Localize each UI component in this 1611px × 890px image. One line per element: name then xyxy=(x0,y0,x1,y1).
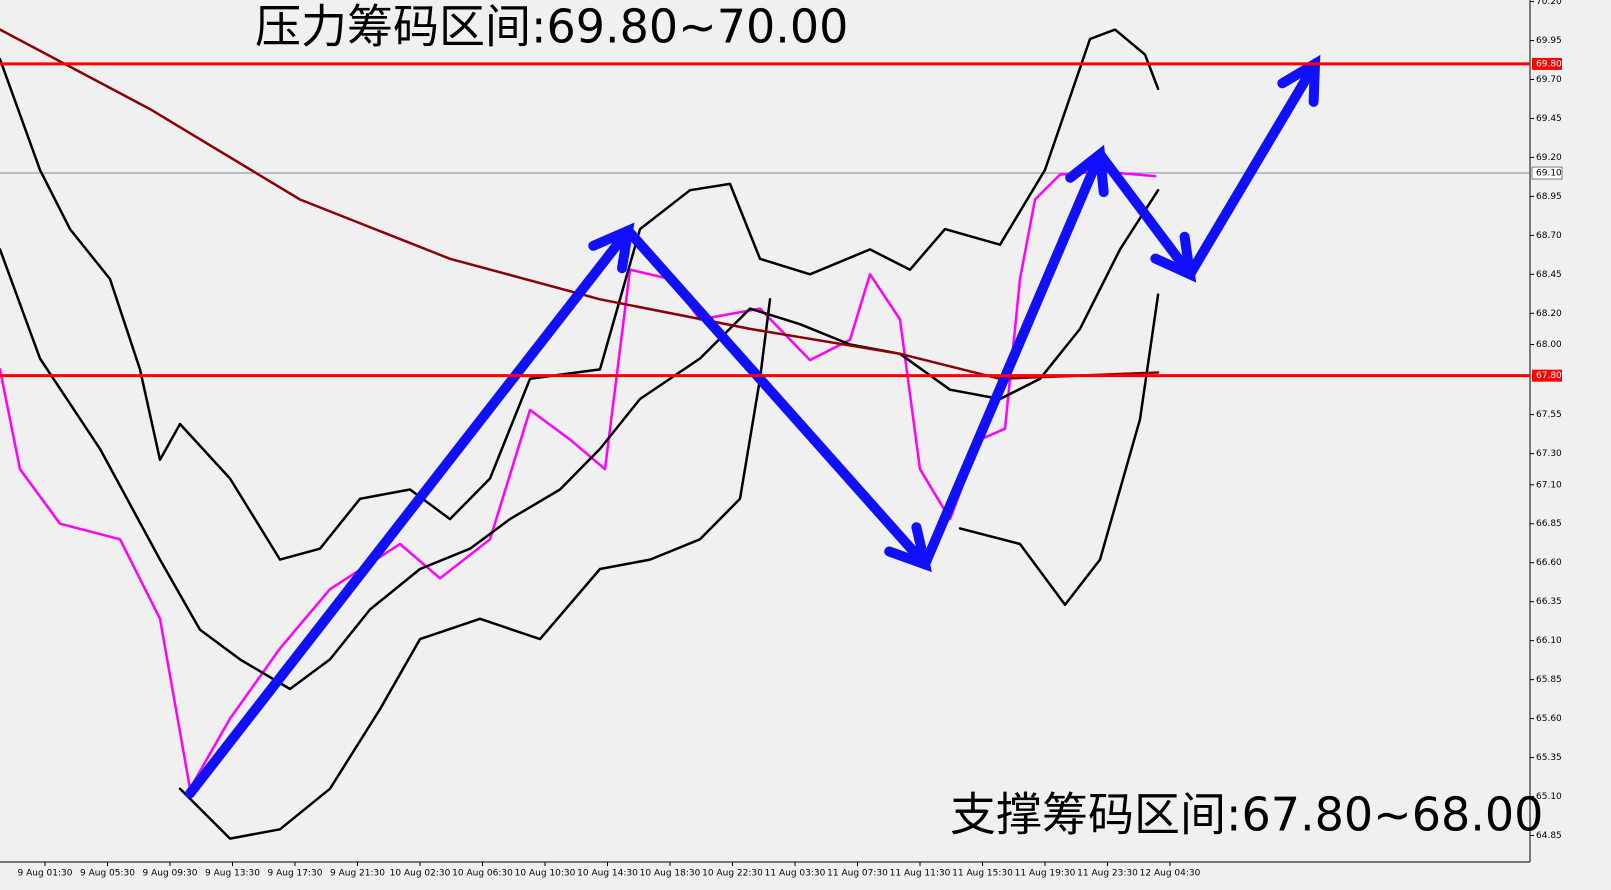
x-tick-label: 11 Aug 15:30 xyxy=(952,869,1013,879)
y-tick-label: 66.35 xyxy=(1536,597,1562,607)
current-price-box xyxy=(1531,166,1563,180)
x-tick-label: 11 Aug 11:30 xyxy=(890,869,951,879)
x-tick-label: 12 Aug 04:30 xyxy=(1140,869,1201,879)
x-tick-label: 10 Aug 02:30 xyxy=(390,869,451,879)
arrow-head xyxy=(588,222,635,274)
x-tick-label: 11 Aug 07:30 xyxy=(827,869,888,879)
y-tick-label: 69.70 xyxy=(1536,75,1562,85)
indicator-line xyxy=(0,28,1160,561)
level-label: 67.80 xyxy=(1536,371,1562,381)
level-box xyxy=(1532,57,1562,70)
indicator-line xyxy=(958,293,1160,607)
arrow-head xyxy=(1065,144,1109,198)
y-tick-label: 66.60 xyxy=(1536,558,1562,568)
y-tick-label: 69.20 xyxy=(1536,153,1562,163)
x-tick-label: 9 Aug 13:30 xyxy=(205,869,260,879)
x-tick-label: 10 Aug 18:30 xyxy=(640,869,701,879)
x-tick-label: 11 Aug 19:30 xyxy=(1015,869,1076,879)
x-tick-label: 10 Aug 22:30 xyxy=(702,869,763,879)
x-tick-label: 10 Aug 06:30 xyxy=(452,869,513,879)
x-tick-label: 9 Aug 09:30 xyxy=(143,869,198,879)
x-tick-label: 11 Aug 03:30 xyxy=(765,869,826,879)
y-tick-label: 65.10 xyxy=(1536,792,1562,802)
y-tick-label: 69.45 xyxy=(1536,114,1562,124)
annotation: 支撑筹码区间:67.80~68.00 xyxy=(950,788,1543,842)
arrow-head xyxy=(1150,231,1197,283)
indicator-line xyxy=(0,28,1160,381)
plot: 70.20 69.95 69.70 69.45 69.20 68.95 68.70 68.45… xyxy=(0,0,1563,879)
y-tick-label: 68.20 xyxy=(1536,309,1562,319)
arrow-head xyxy=(884,522,932,573)
y-tick-label: 65.35 xyxy=(1536,753,1562,763)
x-tick-label: 9 Aug 05:30 xyxy=(80,869,135,879)
y-tick-label: 68.95 xyxy=(1536,192,1562,202)
y-tick-label: 67.55 xyxy=(1536,410,1562,420)
y-tick-label: 64.85 xyxy=(1536,831,1562,841)
x-tick-label: 11 Aug 23:30 xyxy=(1077,869,1138,879)
y-tick-label: 67.30 xyxy=(1536,449,1562,459)
y-tick-label: 66.85 xyxy=(1536,519,1562,529)
level-box xyxy=(1532,369,1562,382)
y-tick-label: 68.70 xyxy=(1536,231,1562,241)
indicator-line xyxy=(178,298,772,840)
x-tick-label: 9 Aug 21:30 xyxy=(330,869,385,879)
y-tick-label: 65.60 xyxy=(1536,714,1562,724)
x-tick-label: 10 Aug 10:30 xyxy=(515,869,576,879)
y-tick-label: 65.85 xyxy=(1536,675,1562,685)
arrow-path xyxy=(185,58,1320,799)
y-tick-label: 66.10 xyxy=(1536,636,1562,646)
level-label: 69.80 xyxy=(1536,59,1562,69)
y-tick-label: 70.20 xyxy=(1536,0,1562,7)
x-tick-label: 10 Aug 14:30 xyxy=(577,869,638,879)
x-tick-label: 9 Aug 17:30 xyxy=(268,869,323,879)
current-price-label: 69.10 xyxy=(1536,169,1562,179)
y-tick-label: 68.45 xyxy=(1536,270,1562,280)
y-tick-label: 68.00 xyxy=(1536,340,1562,350)
y-tick-label: 69.95 xyxy=(1536,36,1562,46)
x-tick-label: 9 Aug 01:30 xyxy=(18,869,73,879)
y-tick-label: 67.10 xyxy=(1536,480,1562,490)
chart-title: 压力筹码区间:69.80~70.00 xyxy=(255,0,848,54)
